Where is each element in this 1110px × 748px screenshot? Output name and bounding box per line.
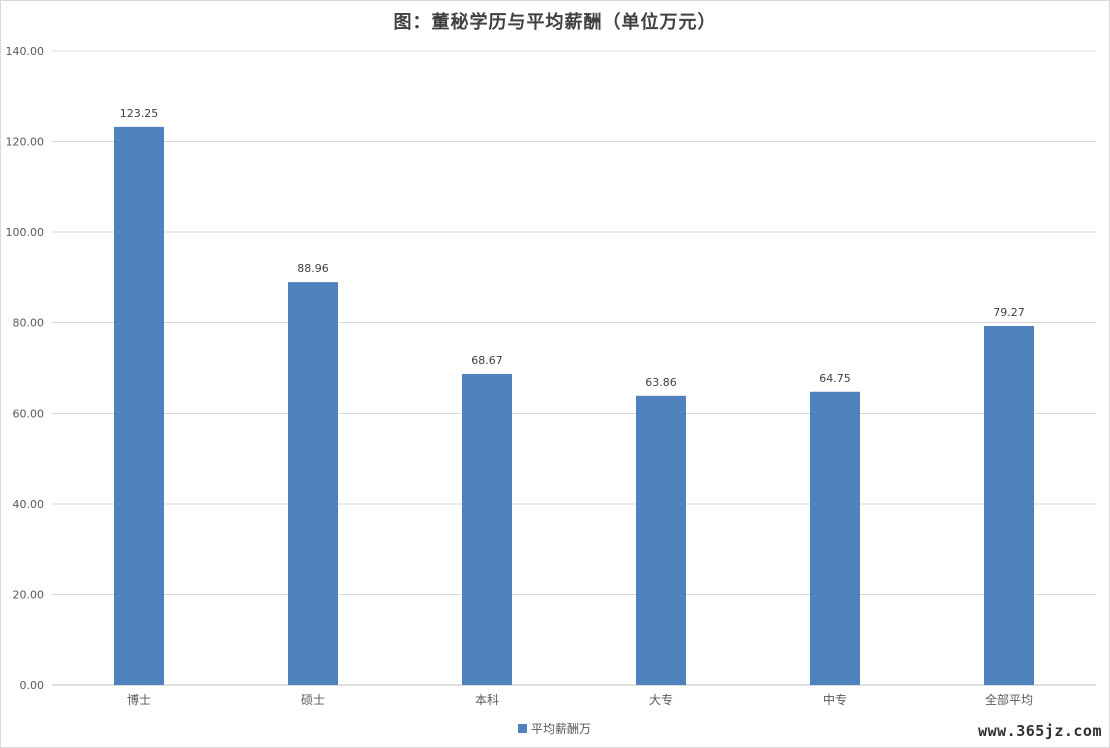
x-tick-label: 全部平均 — [985, 692, 1033, 707]
y-tick-label: 40.00 — [13, 498, 45, 511]
x-tick-label: 本科 — [475, 693, 499, 707]
bar — [462, 374, 512, 685]
bar — [984, 326, 1034, 685]
bar — [114, 126, 164, 685]
data-label: 79.27 — [993, 306, 1025, 319]
data-labels: 123.25 88.96 68.67 63.86 64.75 79.27 — [120, 107, 1025, 389]
legend-swatch — [518, 724, 527, 733]
data-label: 88.96 — [297, 262, 329, 275]
x-tick-label: 大专 — [649, 692, 673, 707]
data-label: 123.25 — [120, 107, 159, 120]
bars — [114, 126, 1034, 685]
legend-label: 平均薪酬万 — [531, 722, 592, 736]
data-label: 64.75 — [819, 372, 851, 385]
y-axis-ticks: 0.00 20.00 40.00 60.00 80.00 100.00 120.00 140.… — [6, 45, 45, 692]
y-tick-label: 20.00 — [13, 588, 45, 601]
x-tick-label: 硕士 — [301, 693, 325, 707]
chart-title: 图：董秘学历与平均薪酬（单位万元） — [393, 12, 717, 33]
watermark: www.365jz.com — [978, 722, 1102, 740]
y-tick-label: 120.00 — [6, 136, 45, 149]
gridlines — [52, 50, 1096, 686]
bar — [810, 391, 860, 685]
x-tick-label: 中专 — [823, 692, 847, 707]
y-tick-label: 60.00 — [13, 407, 45, 420]
y-tick-label: 100.00 — [6, 226, 45, 239]
data-label: 68.67 — [471, 354, 503, 367]
x-axis-ticks: 博士 硕士 本科 大专 中专 全部平均 — [127, 692, 1033, 707]
y-tick-label: 0.00 — [20, 679, 45, 692]
y-tick-label: 140.00 — [6, 45, 45, 58]
data-label: 63.86 — [645, 376, 677, 389]
bar — [288, 282, 338, 685]
bar — [636, 395, 686, 685]
legend: 平均薪酬万 — [518, 720, 591, 737]
x-tick-label: 博士 — [127, 692, 151, 707]
y-tick-label: 80.00 — [13, 317, 45, 330]
